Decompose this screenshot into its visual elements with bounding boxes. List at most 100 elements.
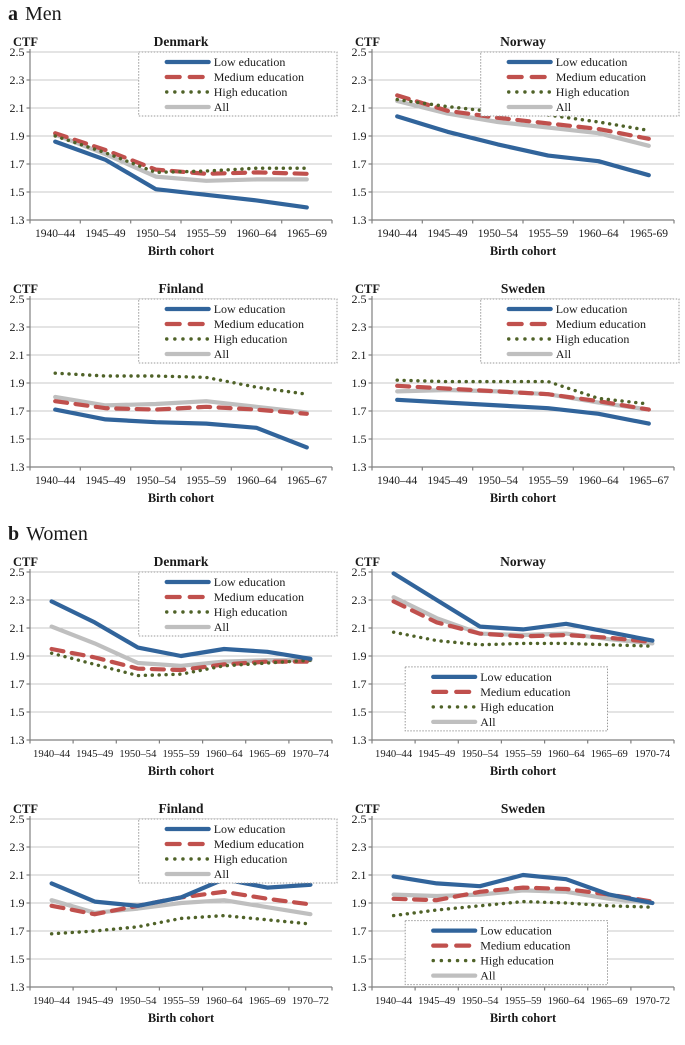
y-tick-label: 1.5 [352,952,367,966]
x-tick-label: 1955–59 [186,228,227,240]
y-tick-label: 2.1 [10,101,25,115]
series-high-education [49,651,313,678]
chart-title: Finland [158,801,204,816]
chart-title: Denmark [154,34,209,49]
y-tick-label: 2.5 [10,565,25,579]
y-tick-label: 2.3 [352,73,367,87]
y-tick-label: 1.3 [10,980,25,994]
y-tick-label: 1.9 [10,649,25,663]
y-tick-label: 2.3 [352,593,367,607]
panel-a-title: Men [25,3,62,25]
x-tick-label: 1960–64 [548,749,586,760]
y-tick-label: 1.7 [352,404,367,418]
x-tick-label: 1960–64 [206,996,244,1007]
x-tick-label: 1970-74 [635,749,671,760]
legend-label-low-education: Low education [480,924,552,938]
chart-title: Sweden [501,281,546,296]
x-axis-title: Birth cohort [148,244,215,258]
x-tick-label: 1955–59 [162,749,199,760]
series-high-education [53,134,309,175]
x-tick-label: 1955–59 [504,749,541,760]
legend-label-medium-education: Medium education [480,685,570,699]
chart-men-finland: 2.5 2.3 2.1 1.9 1.7 1.5 1.3 1940–44 1945–49 1950–… [0,273,342,520]
x-tick-label: 1965–69 [249,996,286,1007]
x-tick-label: 1940–44 [35,228,76,240]
x-axis-title: Birth cohort [148,1011,215,1025]
y-tick-label: 1.5 [10,432,25,446]
series-all [53,394,309,415]
x-tick-label: 1940–44 [375,749,413,760]
x-tick-label: 1940–44 [33,996,71,1007]
legend-label-high-education: High education [214,605,288,619]
panel-a-grid: 2.5 2.3 2.1 1.9 1.7 1.5 1.3 1940–44 1945–49 1950–… [0,26,685,520]
panel-a: a Men 2.5 2.3 2.1 1.9 1.7 1.5 1.3 1940–44 1945–49… [0,0,685,520]
legend-label-low-education: Low education [214,822,286,836]
y-tick-label: 1.5 [352,705,367,719]
y-tick-label: 1.5 [10,705,25,719]
x-axis-title: Birth cohort [148,491,215,505]
y-tick-label: 1.3 [10,733,25,747]
series-low-education [391,872,655,906]
series-medium-education [395,383,651,412]
x-tick-label: 1945–49 [85,475,126,487]
y-tick-label: 2.3 [352,840,367,854]
y-tick-label: 1.7 [352,677,367,691]
chart-men-norway: 2.5 2.3 2.1 1.9 1.7 1.5 1.3 1940–44 1945–49 1950–… [342,26,684,273]
y-tick-label: 2.1 [10,348,25,362]
series-low-education [53,407,309,450]
legend-label-low-education: Low education [556,55,628,69]
chart-svg-men-norway: 2.5 2.3 2.1 1.9 1.7 1.5 1.3 1940–44 1945–49 1950–… [352,34,680,258]
series-all [395,98,651,148]
series-high-education [391,899,655,918]
x-tick-label: 1955–59 [504,996,541,1007]
legend-label-low-education: Low education [556,302,628,316]
y-tick-label: 1.3 [352,213,367,227]
legend-label-high-education: High education [556,85,630,99]
x-tick-label: 1950–54 [478,228,519,240]
series-low-education [395,397,651,426]
chart-svg-men-sweden: 2.5 2.3 2.1 1.9 1.7 1.5 1.3 1940–44 1945–49 1950–… [352,281,680,505]
series-high-education [395,97,651,133]
x-tick-label: 1960–64 [578,475,619,487]
x-axis-title: Birth cohort [490,491,557,505]
y-tick-label: 1.3 [10,213,25,227]
legend-label-high-education: High education [556,332,630,346]
x-tick-label: 1945–49 [418,996,455,1007]
series-medium-education [49,646,313,673]
legend-label-medium-education: Medium education [214,317,304,331]
y-tick-label: 2.1 [352,621,367,635]
y-tick-label: 2.3 [352,320,367,334]
x-tick-label: 1965–67 [629,475,670,487]
chart-title: Finland [158,281,204,296]
legend-label-all: All [556,347,572,361]
chart-svg-women-finland: 2.5 2.3 2.1 1.9 1.7 1.5 1.3 1940–44 1945–49 1950–… [10,801,338,1025]
y-tick-label: 2.3 [10,593,25,607]
x-tick-label: 1970-72 [635,996,670,1007]
x-axis-title: Birth cohort [148,764,215,778]
series-low-education [53,139,309,210]
x-tick-label: 1965–69 [287,228,328,240]
x-tick-label: 1950–54 [461,749,499,760]
y-tick-label: 2.5 [352,565,367,579]
x-tick-label: 1960–64 [236,228,277,240]
series-low-education [49,877,313,908]
series-high-education [395,378,651,406]
chart-svg-women-sweden: 2.5 2.3 2.1 1.9 1.7 1.5 1.3 1940–44 1945–49 1950–… [352,801,675,1025]
chart-women-norway: 2.5 2.3 2.1 1.9 1.7 1.5 1.3 1940–44 1945–49 1950–… [342,546,684,793]
chart-svg-men-finland: 2.5 2.3 2.1 1.9 1.7 1.5 1.3 1940–44 1945–49 1950–… [10,281,338,505]
y-tick-label: 2.5 [10,45,25,59]
x-tick-label: 1960–64 [548,996,586,1007]
x-tick-label: 1945–49 [85,228,126,240]
y-tick-label: 2.5 [352,292,367,306]
x-tick-label: 1940–44 [33,749,71,760]
x-tick-label: 1955–59 [528,475,569,487]
y-axis-title: CTF [355,35,380,49]
y-axis-title: CTF [355,555,380,569]
legend-label-all: All [214,347,230,361]
y-tick-label: 1.7 [10,677,25,691]
series-all [53,132,309,183]
